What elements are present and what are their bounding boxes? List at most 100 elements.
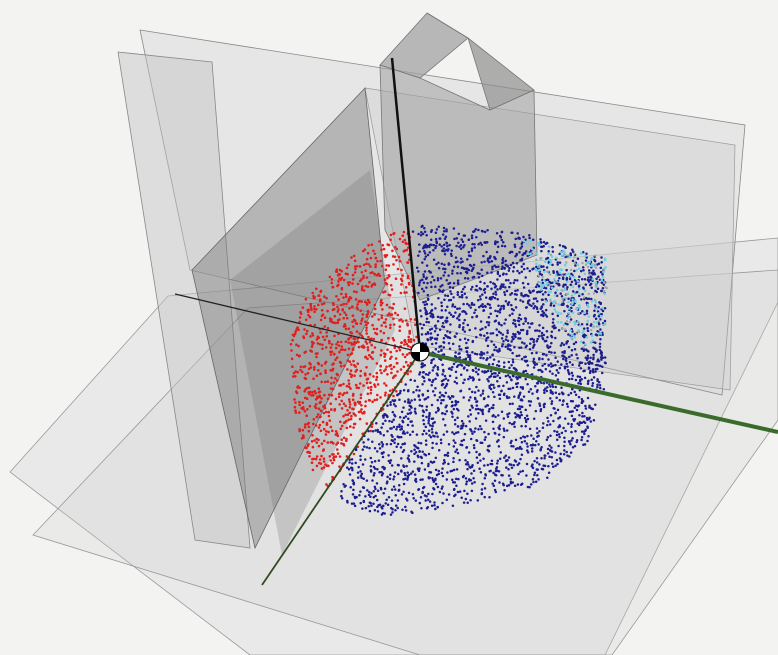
navy-cluster-point bbox=[506, 331, 509, 335]
navy-cluster-point bbox=[591, 370, 595, 373]
navy-cluster-point bbox=[542, 403, 546, 406]
navy-cluster-point bbox=[353, 504, 357, 508]
cyan-cluster-point bbox=[555, 288, 559, 292]
navy-cluster-point bbox=[409, 420, 412, 423]
navy-cluster-point bbox=[474, 408, 478, 411]
navy-cluster-point bbox=[536, 283, 539, 286]
navy-cluster-point bbox=[506, 329, 509, 332]
navy-cluster-point bbox=[585, 323, 589, 326]
navy-cluster-point bbox=[456, 291, 460, 294]
red-cluster-point bbox=[300, 437, 304, 440]
navy-cluster-point bbox=[442, 337, 446, 340]
navy-cluster-point bbox=[391, 399, 394, 402]
navy-cluster-point bbox=[417, 441, 420, 445]
cyan-cluster-point bbox=[594, 281, 598, 285]
navy-cluster-point bbox=[430, 303, 434, 306]
navy-cluster-point bbox=[500, 267, 504, 270]
navy-cluster-point bbox=[367, 493, 371, 497]
navy-cluster-point bbox=[436, 485, 440, 489]
navy-cluster-point bbox=[448, 281, 452, 285]
red-cluster-point bbox=[352, 412, 356, 416]
navy-cluster-point bbox=[494, 290, 497, 294]
gray-cluster-point bbox=[561, 289, 564, 292]
cyan-cluster-point bbox=[573, 275, 576, 279]
red-cluster-point bbox=[303, 425, 307, 429]
red-cluster-point bbox=[335, 343, 338, 346]
navy-cluster-point bbox=[479, 471, 483, 474]
navy-cluster-point bbox=[537, 335, 541, 338]
navy-cluster-point bbox=[460, 496, 463, 500]
red-cluster-point bbox=[329, 368, 333, 372]
navy-cluster-point bbox=[567, 333, 570, 336]
navy-cluster-point bbox=[481, 370, 484, 373]
red-cluster-point bbox=[340, 287, 344, 291]
navy-cluster-point bbox=[515, 293, 518, 296]
navy-cluster-point bbox=[374, 487, 377, 491]
cyan-cluster-point bbox=[566, 316, 570, 320]
navy-cluster-point bbox=[581, 411, 584, 415]
navy-cluster-point bbox=[452, 445, 456, 448]
navy-cluster-point bbox=[373, 446, 377, 450]
navy-cluster-point bbox=[443, 461, 447, 464]
navy-cluster-point bbox=[370, 460, 374, 464]
red-cluster-point bbox=[369, 391, 373, 395]
navy-cluster-point bbox=[424, 373, 428, 376]
red-cluster-point bbox=[389, 233, 393, 237]
cyan-cluster-point bbox=[553, 294, 557, 297]
navy-cluster-point bbox=[577, 364, 581, 367]
red-cluster-point bbox=[339, 427, 343, 431]
navy-cluster-point bbox=[383, 467, 386, 471]
navy-cluster-point bbox=[536, 310, 540, 314]
navy-cluster-point bbox=[502, 241, 505, 244]
navy-cluster-point bbox=[571, 445, 575, 449]
navy-cluster-point bbox=[454, 450, 457, 454]
navy-cluster-point bbox=[518, 445, 522, 449]
navy-cluster-point bbox=[499, 331, 502, 335]
navy-cluster-point bbox=[428, 245, 431, 249]
cyan-cluster-point bbox=[563, 263, 567, 267]
red-cluster-point bbox=[340, 276, 344, 280]
navy-cluster-point bbox=[535, 427, 539, 430]
navy-cluster-point bbox=[359, 458, 362, 462]
navy-cluster-point bbox=[384, 413, 387, 416]
navy-cluster-point bbox=[523, 416, 527, 420]
navy-cluster-point bbox=[468, 479, 471, 482]
red-cluster-point bbox=[311, 457, 314, 461]
navy-cluster-point bbox=[493, 473, 497, 476]
navy-cluster-point bbox=[590, 286, 593, 290]
navy-cluster-point bbox=[411, 511, 414, 515]
gray-cluster-point bbox=[603, 268, 606, 271]
red-cluster-point bbox=[353, 340, 356, 344]
navy-cluster-point bbox=[456, 271, 459, 275]
red-cluster-point bbox=[361, 285, 364, 288]
navy-cluster-point bbox=[562, 426, 565, 430]
red-cluster-point bbox=[323, 325, 327, 328]
navy-cluster-point bbox=[463, 330, 467, 333]
cyan-cluster-point bbox=[538, 263, 541, 267]
navy-cluster-point bbox=[506, 339, 510, 342]
red-cluster-point bbox=[382, 247, 386, 251]
navy-cluster-point bbox=[491, 267, 494, 271]
navy-cluster-point bbox=[534, 285, 538, 289]
navy-cluster-point bbox=[479, 459, 482, 462]
navy-cluster-point bbox=[430, 403, 434, 407]
red-cluster-point bbox=[375, 398, 379, 401]
red-cluster-point bbox=[311, 334, 315, 337]
red-cluster-point bbox=[338, 268, 342, 272]
navy-cluster-point bbox=[434, 348, 438, 351]
red-cluster-point bbox=[311, 468, 315, 472]
red-cluster-point bbox=[365, 329, 368, 332]
navy-cluster-point bbox=[434, 387, 437, 390]
cyan-cluster-point bbox=[577, 267, 581, 271]
navy-cluster-point bbox=[594, 370, 597, 373]
navy-cluster-point bbox=[466, 463, 470, 466]
red-cluster-point bbox=[319, 318, 323, 322]
navy-cluster-point bbox=[477, 305, 481, 309]
red-cluster-point bbox=[352, 325, 355, 328]
origin-gizmo-icon[interactable] bbox=[410, 342, 430, 362]
navy-cluster-point bbox=[359, 501, 362, 505]
red-cluster-point bbox=[302, 335, 305, 338]
red-cluster-point bbox=[321, 335, 325, 339]
